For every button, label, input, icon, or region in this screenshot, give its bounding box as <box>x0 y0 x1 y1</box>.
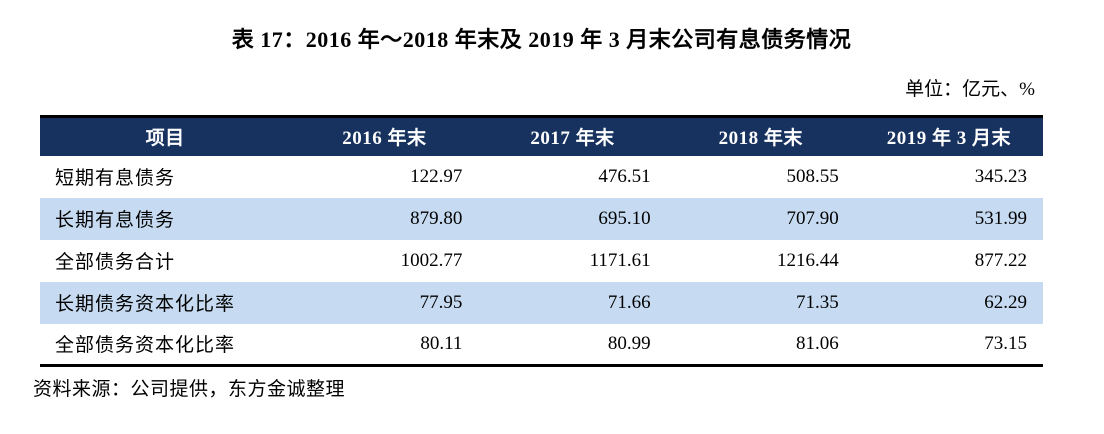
cell-value: 71.35 <box>796 291 839 313</box>
cell-value: 1216.44 <box>777 249 839 271</box>
cell-value: 879.80 <box>410 207 463 229</box>
row-label: 短期有息债务 <box>55 168 176 189</box>
cell-value: 707.90 <box>786 207 839 229</box>
cell-value: 1002.77 <box>400 249 463 271</box>
table-row: 短期有息债务 122.97 476.51 508.55 345.23 <box>40 156 1043 198</box>
cell-value: 81.06 <box>796 332 839 354</box>
column-header-item: 项目 <box>40 116 291 156</box>
column-header-2019q1: 2019 年 3 月末 <box>854 116 1043 156</box>
cell-value: 80.11 <box>420 332 463 354</box>
table-body: 短期有息债务 122.97 476.51 508.55 345.23 长期有息债… <box>40 156 1043 366</box>
cell-value: 508.55 <box>786 165 839 187</box>
table-row: 全部债务资本化比率 80.11 80.99 81.06 73.15 <box>40 324 1043 366</box>
table-row: 全部债务合计 1002.77 1171.61 1216.44 877.22 <box>40 240 1043 282</box>
column-header-2018: 2018 年末 <box>666 116 855 156</box>
table-row: 长期债务资本化比率 77.95 71.66 71.35 62.29 <box>40 281 1043 324</box>
source-note: 资料来源：公司提供，东方金诚整理 <box>33 379 346 400</box>
column-header-2016: 2016 年末 <box>290 116 479 156</box>
row-label: 全部债务资本化比率 <box>55 335 236 357</box>
cell-value: 531.99 <box>974 207 1027 229</box>
cell-value: 77.95 <box>419 291 463 313</box>
cell-value: 122.97 <box>410 165 463 187</box>
cell-value: 73.15 <box>984 332 1027 354</box>
row-label: 长期有息债务 <box>55 210 176 231</box>
debt-table: 项目 2016 年末 2017 年末 2018 年末 2019 年 3 月末 短… <box>40 115 1043 367</box>
cell-value: 1171.61 <box>589 249 651 271</box>
cell-value: 80.99 <box>607 332 651 354</box>
unit-label: 单位：亿元、% <box>905 79 1035 100</box>
cell-value: 345.23 <box>974 165 1027 187</box>
cell-value: 476.51 <box>598 165 651 187</box>
cell-value: 62.29 <box>984 291 1027 313</box>
table-row: 长期有息债务 879.80 695.10 707.90 531.99 <box>40 197 1043 240</box>
row-label: 长期债务资本化比率 <box>55 294 236 315</box>
table-title: 表 17：2016 年～2018 年末及 2019 年 3 月末公司有息债务情况 <box>231 27 852 52</box>
cell-value: 877.22 <box>974 249 1027 271</box>
column-header-2017: 2017 年末 <box>478 116 667 156</box>
table-header: 项目 2016 年末 2017 年末 2018 年末 2019 年 3 月末 <box>40 116 1043 156</box>
cell-value: 695.10 <box>598 207 651 229</box>
row-label: 全部债务合计 <box>55 252 176 273</box>
header-row: 项目 2016 年末 2017 年末 2018 年末 2019 年 3 月末 <box>40 116 1043 156</box>
cell-value: 71.66 <box>607 291 651 313</box>
